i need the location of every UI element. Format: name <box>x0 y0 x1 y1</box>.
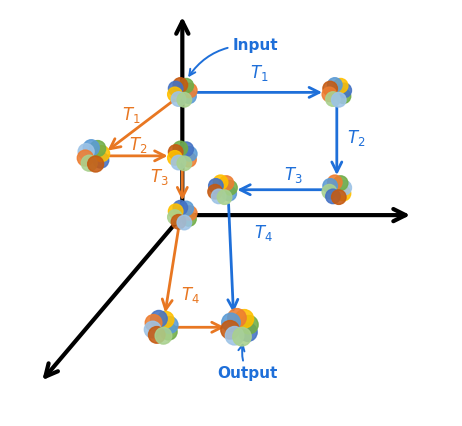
Circle shape <box>169 145 183 159</box>
Circle shape <box>336 89 351 104</box>
Circle shape <box>160 323 177 340</box>
Circle shape <box>326 189 340 204</box>
Circle shape <box>222 313 240 331</box>
Circle shape <box>179 142 194 156</box>
Circle shape <box>155 328 172 344</box>
Circle shape <box>168 150 182 165</box>
Circle shape <box>332 190 346 204</box>
Circle shape <box>83 140 99 155</box>
Circle shape <box>145 314 162 331</box>
Circle shape <box>148 327 165 343</box>
Circle shape <box>182 206 197 220</box>
Circle shape <box>171 92 186 106</box>
Circle shape <box>223 181 237 195</box>
Circle shape <box>323 178 337 193</box>
Circle shape <box>169 204 183 219</box>
Circle shape <box>157 311 174 328</box>
Circle shape <box>322 87 337 102</box>
Circle shape <box>235 310 254 328</box>
Circle shape <box>171 155 186 170</box>
Circle shape <box>173 141 188 156</box>
Circle shape <box>90 141 106 156</box>
Circle shape <box>182 89 196 104</box>
Circle shape <box>169 81 183 96</box>
Circle shape <box>168 87 182 102</box>
Circle shape <box>144 321 161 338</box>
Circle shape <box>151 311 167 327</box>
Circle shape <box>228 308 246 327</box>
Text: Input: Input <box>189 38 279 75</box>
Circle shape <box>328 78 342 92</box>
Circle shape <box>332 92 346 107</box>
Circle shape <box>177 215 192 230</box>
Circle shape <box>161 317 178 333</box>
Text: $T_2$: $T_2$ <box>129 135 147 155</box>
Circle shape <box>94 146 109 161</box>
Text: $T_4$: $T_4$ <box>254 223 273 243</box>
Circle shape <box>328 175 342 190</box>
Text: $T_1$: $T_1$ <box>122 105 141 125</box>
Circle shape <box>336 186 351 201</box>
Circle shape <box>213 175 228 190</box>
Circle shape <box>334 78 348 93</box>
Circle shape <box>177 92 192 107</box>
Circle shape <box>88 156 103 172</box>
Circle shape <box>233 328 251 346</box>
Circle shape <box>182 147 197 161</box>
Text: $T_4$: $T_4$ <box>182 285 200 305</box>
Circle shape <box>222 186 237 201</box>
Circle shape <box>219 176 234 190</box>
Circle shape <box>334 176 348 190</box>
Circle shape <box>225 326 244 345</box>
Circle shape <box>322 184 337 199</box>
Circle shape <box>78 144 94 160</box>
Circle shape <box>77 150 93 166</box>
Circle shape <box>171 215 186 229</box>
Circle shape <box>209 178 223 193</box>
Text: $T_1$: $T_1$ <box>250 63 268 83</box>
Circle shape <box>173 201 188 215</box>
Circle shape <box>212 189 226 204</box>
Circle shape <box>337 181 352 195</box>
Text: $T_3$: $T_3$ <box>284 165 303 185</box>
Circle shape <box>221 320 239 339</box>
Text: Output: Output <box>218 345 278 381</box>
Circle shape <box>177 156 192 170</box>
Circle shape <box>182 83 197 98</box>
Circle shape <box>337 83 352 98</box>
Circle shape <box>208 184 222 199</box>
Circle shape <box>323 81 337 96</box>
Circle shape <box>173 78 188 92</box>
Circle shape <box>182 153 196 167</box>
Text: $T_2$: $T_2$ <box>347 128 366 148</box>
Circle shape <box>81 155 97 171</box>
Circle shape <box>168 210 182 225</box>
Circle shape <box>326 92 340 106</box>
Circle shape <box>217 190 232 204</box>
Circle shape <box>179 78 194 93</box>
Circle shape <box>240 316 258 334</box>
Circle shape <box>179 201 194 216</box>
Circle shape <box>182 212 196 226</box>
Circle shape <box>93 152 109 168</box>
Circle shape <box>239 323 257 341</box>
Text: $T_3$: $T_3$ <box>150 167 168 187</box>
